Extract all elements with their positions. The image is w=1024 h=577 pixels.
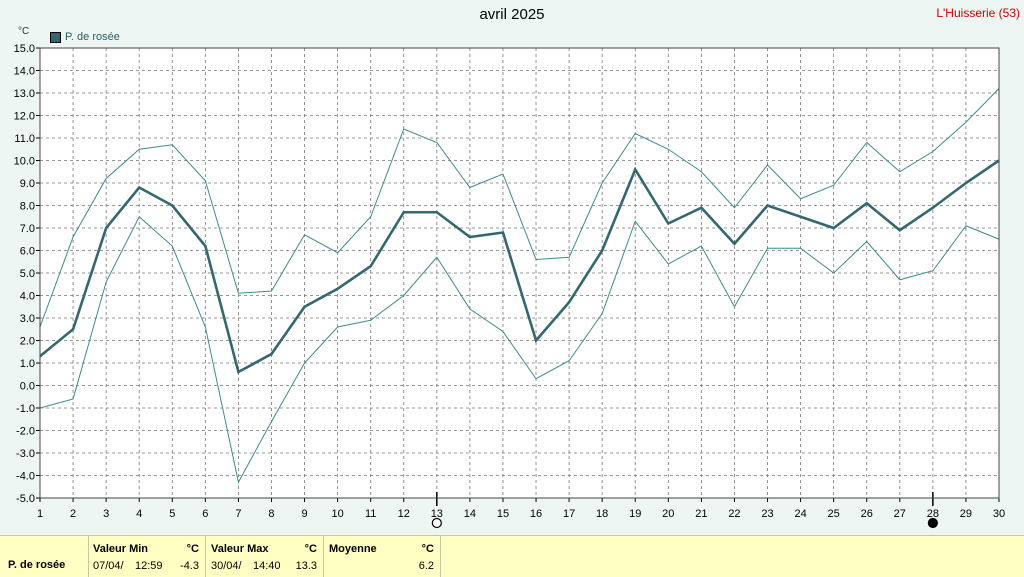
min-date: 07/04/ <box>93 560 124 572</box>
min-header: Valeur Min <box>93 543 149 555</box>
series-mean-line <box>39 159 1000 374</box>
x-tick-label: 6 <box>202 508 208 520</box>
y-tick-label: 3.0 <box>20 313 35 325</box>
stats-min-cell: Valeur Min °C 07/04/ 12:59 -4.3 <box>88 536 206 577</box>
y-tick-label: -2.0 <box>16 426 35 438</box>
series-min-line <box>39 215 1000 484</box>
x-tick-label: 3 <box>103 508 109 520</box>
stats-avg-cell: Moyenne °C 6.2 <box>323 536 441 577</box>
avg-unit: °C <box>421 543 434 555</box>
y-tick-label: -4.0 <box>16 471 35 483</box>
x-tick-label: 10 <box>331 508 343 520</box>
x-tick-label: 7 <box>235 508 241 520</box>
x-tick-label: 14 <box>464 508 476 520</box>
stats-row-label: P. de rosée <box>8 559 66 571</box>
x-tick-label: 30 <box>993 508 1005 520</box>
avg-value: 6.2 <box>418 560 434 572</box>
x-tick-label: 22 <box>728 508 740 520</box>
x-tick-label: 16 <box>530 508 542 520</box>
new-moon-icon <box>927 517 938 529</box>
stats-row-label-cell: P. de rosée <box>0 536 89 577</box>
max-date: 30/04/ <box>211 560 242 572</box>
x-tick-label: 18 <box>596 508 608 520</box>
plot-area <box>39 47 1000 499</box>
x-tick-label: 25 <box>828 508 840 520</box>
y-tick-label: 12.0 <box>14 111 35 123</box>
min-time: 12:59 <box>135 560 163 572</box>
stats-table: P. de rosée Valeur Min °C 07/04/ 12:59 -… <box>0 535 1024 577</box>
x-tick-label: 1 <box>37 508 43 520</box>
series-max-line <box>39 88 1000 328</box>
avg-header: Moyenne <box>329 543 377 555</box>
x-tick-label: 2 <box>70 508 76 520</box>
y-tick-label: 5.0 <box>20 268 35 280</box>
x-tick-label: 20 <box>662 508 674 520</box>
y-tick-label: 15.0 <box>14 43 35 55</box>
stats-max-cell: Valeur Max °C 30/04/ 14:40 13.3 <box>205 536 324 577</box>
x-tick-label: 23 <box>761 508 773 520</box>
y-tick-label: 0.0 <box>20 381 35 393</box>
y-tick-label: 13.0 <box>14 88 35 100</box>
x-tick-label: 17 <box>563 508 575 520</box>
legend-swatch <box>50 31 61 43</box>
max-header: Valeur Max <box>211 543 269 555</box>
y-tick-label: 11.0 <box>14 133 35 145</box>
y-axis-unit: °C <box>18 26 30 37</box>
y-tick-label: 6.0 <box>20 246 35 258</box>
legend: P. de rosée <box>50 31 120 43</box>
max-unit: °C <box>304 543 317 555</box>
x-tick-label: 21 <box>695 508 707 520</box>
x-tick-label: 27 <box>894 508 906 520</box>
x-tick-label: 8 <box>268 508 274 520</box>
x-tick-label: 24 <box>794 508 806 520</box>
y-tick-label: -3.0 <box>16 448 35 460</box>
min-value: -4.3 <box>180 560 199 572</box>
x-tick-label: 19 <box>629 508 641 520</box>
x-tick-label: 5 <box>169 508 175 520</box>
plot-border <box>39 47 1000 499</box>
y-tick-label: 8.0 <box>20 201 35 213</box>
y-tick-label: 10.0 <box>14 156 35 168</box>
x-tick-label: 26 <box>861 508 873 520</box>
full-moon-icon <box>431 517 442 529</box>
x-tick-label: 13 <box>431 508 443 520</box>
y-tick-label: 4.0 <box>20 291 35 303</box>
y-tick-label: 2.0 <box>20 336 35 348</box>
x-tick-label: 29 <box>960 508 972 520</box>
y-tick-label: 1.0 <box>20 358 35 370</box>
station-name[interactable]: L'Huisserie (53) <box>936 6 1020 20</box>
max-time: 14:40 <box>253 560 281 572</box>
x-tick-label: 9 <box>301 508 307 520</box>
x-tick-label: 12 <box>398 508 410 520</box>
x-tick-label: 28 <box>927 508 939 520</box>
max-value: 13.3 <box>295 560 317 572</box>
y-tick-label: 7.0 <box>20 223 35 235</box>
y-tick-label: -1.0 <box>16 403 35 415</box>
y-tick-label: 9.0 <box>20 178 35 190</box>
x-tick-label: 11 <box>365 508 376 520</box>
legend-label: P. de rosée <box>65 31 120 43</box>
y-tick-label: -5.0 <box>16 493 35 505</box>
min-unit: °C <box>186 543 199 555</box>
y-tick-label: 14.0 <box>14 66 35 78</box>
chart-title: avril 2025 <box>479 6 545 23</box>
x-tick-label: 4 <box>136 508 142 520</box>
dewpoint-chart: -5.0 -4.0 -3.0 -2.0 -1.0 0.0 1.0 2.0 3.0 4.0 5.0 6.… <box>14 43 1005 529</box>
x-tick-label: 15 <box>497 508 509 520</box>
